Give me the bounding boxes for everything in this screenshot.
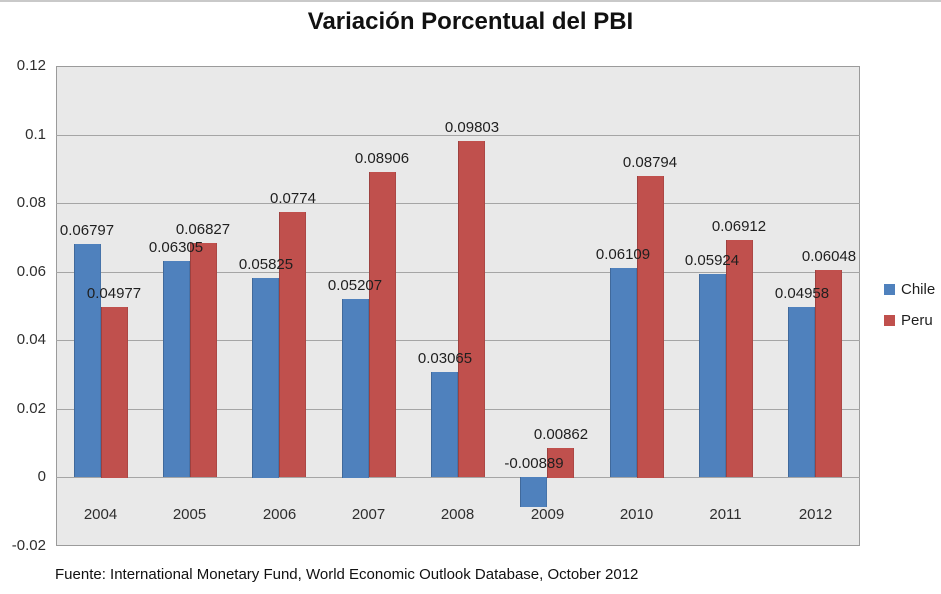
x-axis-tick-label: 2011 (709, 506, 742, 523)
y-axis-tick-label: 0 (37, 468, 46, 485)
y-axis-tick-label: 0.08 (16, 194, 46, 211)
bar-chile-2008 (431, 372, 458, 477)
source-note: Fuente: International Monetary Fund, Wor… (55, 566, 639, 583)
data-label-chile-2008: 0.03065 (417, 350, 473, 367)
chart-title: Variación Porcentual del PBI (307, 8, 634, 35)
data-label-peru-2011: 0.06912 (711, 218, 767, 235)
y-axis-tick-label: 0.06 (16, 263, 46, 280)
data-label-chile-2009: -0.00889 (504, 455, 564, 472)
bar-chile-2011 (699, 274, 726, 477)
bar-peru-2008 (458, 141, 485, 477)
data-label-peru-2009: 0.00862 (533, 426, 589, 443)
bar-chile-2004 (74, 244, 101, 477)
bar-peru-2009 (547, 448, 574, 478)
data-label-chile-2005: 0.06305 (148, 239, 204, 256)
data-label-chile-2007: 0.05207 (327, 277, 383, 294)
bar-peru-2012 (815, 270, 842, 477)
x-axis-tick-label: 2004 (83, 506, 118, 523)
bar-peru-2010 (637, 176, 664, 478)
legend-label: Chile (901, 281, 936, 298)
bar-chile-2005 (163, 261, 190, 477)
gridline (56, 135, 860, 136)
bar-chile-2012 (788, 307, 815, 477)
data-label-peru-2004: 0.04977 (86, 285, 142, 302)
x-axis-tick-label: 2009 (530, 506, 565, 523)
data-label-chile-2010: 0.06109 (595, 246, 651, 263)
bar-chile-2010 (610, 268, 637, 477)
gridline (56, 477, 860, 478)
x-axis-tick-label: 2008 (440, 506, 475, 523)
legend: Chile Peru (884, 281, 935, 343)
x-axis-tick-label: 2007 (351, 506, 386, 523)
data-label-peru-2006: 0.0774 (270, 190, 316, 207)
data-label-peru-2005: 0.06827 (175, 221, 231, 238)
x-axis-tick-label: 2006 (262, 506, 297, 523)
x-axis-tick-label: 2012 (798, 506, 833, 523)
top-border (0, 0, 941, 2)
data-label-chile-2006: 0.05825 (238, 256, 294, 273)
data-label-peru-2012: 0.06048 (801, 248, 857, 265)
data-label-chile-2011: 0.05924 (684, 252, 740, 269)
legend-item-chile: Chile (884, 281, 935, 298)
data-label-peru-2007: 0.08906 (354, 150, 410, 167)
data-label-chile-2004: 0.06797 (59, 222, 115, 239)
bar-peru-2006 (279, 212, 306, 477)
x-axis-tick-label: 2010 (619, 506, 654, 523)
bar-chile-2009 (520, 477, 547, 507)
data-label-peru-2008: 0.09803 (444, 119, 500, 136)
y-axis-tick-label: 0.04 (16, 331, 46, 348)
legend-swatch-icon (884, 284, 895, 295)
data-label-chile-2012: 0.04958 (774, 285, 830, 302)
bar-peru-2005 (190, 243, 217, 477)
x-axis-tick-label: 2005 (172, 506, 207, 523)
bar-peru-2004 (101, 307, 128, 478)
y-axis-tick-label: -0.02 (11, 537, 46, 554)
legend-item-peru: Peru (884, 312, 935, 329)
legend-swatch-icon (884, 315, 895, 326)
bar-peru-2007 (369, 172, 396, 477)
bar-chile-2006 (252, 278, 279, 478)
y-axis-tick-label: 0.1 (25, 126, 46, 143)
y-axis-tick-label: 0.12 (16, 57, 46, 74)
y-axis-tick-label: 0.02 (16, 400, 46, 417)
data-label-peru-2010: 0.08794 (622, 154, 678, 171)
bar-chile-2007 (342, 299, 369, 478)
bar-peru-2011 (726, 240, 753, 477)
legend-label: Peru (901, 312, 933, 329)
